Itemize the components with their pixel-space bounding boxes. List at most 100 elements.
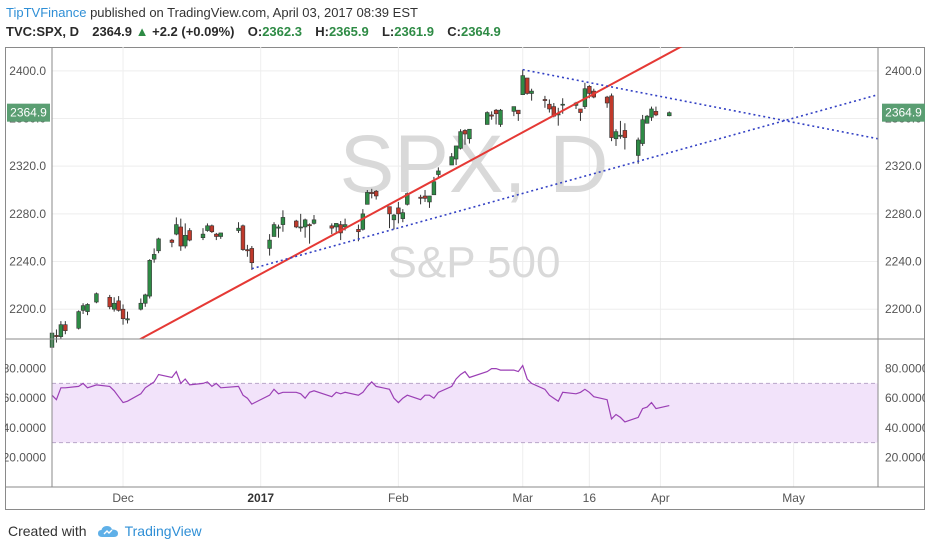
- candle: [391, 213, 397, 230]
- candle: [547, 99, 552, 113]
- candle-body: [547, 103, 552, 110]
- tradingview-brand-link[interactable]: TradingView: [124, 523, 202, 539]
- candle: [249, 246, 255, 270]
- x-tick-label: 2017: [247, 491, 274, 505]
- open-label: O:: [247, 24, 263, 39]
- price-tick-label-right: 2320.0: [885, 159, 922, 173]
- last-price-badge-text: 2364.9: [10, 106, 47, 120]
- candle: [516, 109, 521, 121]
- candle: [524, 77, 530, 95]
- candle: [302, 218, 308, 238]
- candle: [462, 129, 468, 145]
- symbol-label[interactable]: TVC:SPX, D: [6, 24, 79, 39]
- candle-body: [516, 109, 521, 115]
- low-value: 2361.9: [394, 24, 434, 39]
- price-tick-label-left: 2400.0: [9, 64, 46, 78]
- candle-body: [458, 131, 463, 149]
- candle: [147, 259, 152, 299]
- candle: [151, 248, 157, 263]
- close-value: 2364.9: [460, 24, 501, 39]
- candle: [209, 224, 215, 233]
- candle: [418, 194, 423, 205]
- rsi-tick-label-left: 60.0000: [5, 391, 46, 405]
- candles[interactable]: [49, 69, 672, 353]
- candle-body: [298, 226, 303, 229]
- candle: [298, 213, 303, 232]
- candle: [667, 111, 672, 117]
- candle-body: [151, 254, 157, 260]
- candle-body: [449, 156, 454, 166]
- candle-body: [80, 305, 86, 311]
- candle-body: [302, 219, 308, 228]
- candle: [169, 238, 175, 248]
- candle: [125, 311, 130, 324]
- candle: [311, 215, 317, 225]
- candle-body: [578, 108, 583, 113]
- candle: [649, 106, 654, 121]
- candle: [578, 108, 583, 121]
- candle: [542, 95, 548, 108]
- candle: [489, 111, 494, 120]
- price-tick-label-right: 2240.0: [885, 255, 922, 269]
- trendlines[interactable]: [96, 47, 878, 363]
- candle: [111, 297, 117, 312]
- candle: [644, 114, 650, 124]
- candle-body: [218, 232, 223, 237]
- candle: [205, 223, 210, 232]
- candle-body: [613, 131, 619, 140]
- candle-body: [334, 223, 339, 228]
- candle-body: [138, 302, 144, 310]
- candle: [609, 93, 614, 142]
- publisher-link[interactable]: TipTVFinance: [6, 5, 87, 20]
- rsi-line: [51, 364, 670, 423]
- candle-body: [174, 224, 179, 235]
- candle: [640, 114, 645, 146]
- candle-body: [453, 145, 459, 160]
- candle-body: [418, 196, 423, 199]
- candle-body: [236, 227, 241, 231]
- candle-body: [436, 170, 441, 175]
- candle: [120, 304, 126, 325]
- candle-body: [63, 324, 68, 331]
- chart-frame[interactable]: SPX, D S&P 500 80.0000 80.0000 60.0000 60.0…: [5, 47, 925, 510]
- candle-body: [667, 112, 672, 117]
- candle-body: [649, 108, 654, 118]
- rsi-pane[interactable]: 80.0000 80.0000 60.0000 60.0000 40.0000 40.00…: [5, 362, 925, 465]
- rsi-tick-label-right: 80.0000: [885, 362, 925, 376]
- price-tick-label-left: 2280.0: [9, 207, 46, 221]
- candle: [58, 321, 64, 339]
- lower-dotted-support: [251, 93, 878, 270]
- candle: [280, 210, 286, 232]
- candle: [240, 224, 246, 251]
- chart-canvas[interactable]: SPX, D S&P 500 80.0000 80.0000 60.0000 60.0…: [5, 47, 925, 510]
- candle-body: [183, 235, 188, 247]
- candle: [387, 206, 392, 229]
- candle: [85, 303, 90, 316]
- chart-header: TipTVFinance published on TradingView.co…: [6, 4, 926, 42]
- watermark: SPX, D S&P 500: [340, 119, 609, 287]
- x-tick-label: Feb: [388, 491, 409, 505]
- low-label: L:: [381, 24, 395, 39]
- candle: [427, 195, 432, 208]
- price-tick-label-left: 2200.0: [9, 302, 46, 316]
- candle: [156, 237, 161, 254]
- candle: [618, 120, 623, 139]
- last-price-badge-text: 2364.9: [885, 106, 922, 120]
- open-value: 2362.3: [262, 24, 302, 39]
- candle-body: [271, 224, 277, 237]
- candle-body: [493, 109, 499, 115]
- rsi-tick-label-right: 20.0000: [885, 450, 925, 464]
- candle-body: [107, 296, 112, 308]
- created-with-text: Created with: [8, 523, 87, 539]
- candle: [276, 224, 281, 238]
- candle: [529, 88, 534, 101]
- candle-body: [640, 119, 645, 144]
- footer: Created with TradingView: [8, 519, 202, 543]
- candle-body: [200, 233, 206, 238]
- candle: [467, 128, 472, 144]
- candle-body: [205, 225, 210, 231]
- rsi-tick-label-left: 40.0000: [5, 421, 46, 435]
- candle-body: [360, 213, 366, 230]
- last-price-badge-right: 2364.9: [882, 103, 925, 122]
- candle: [365, 190, 370, 205]
